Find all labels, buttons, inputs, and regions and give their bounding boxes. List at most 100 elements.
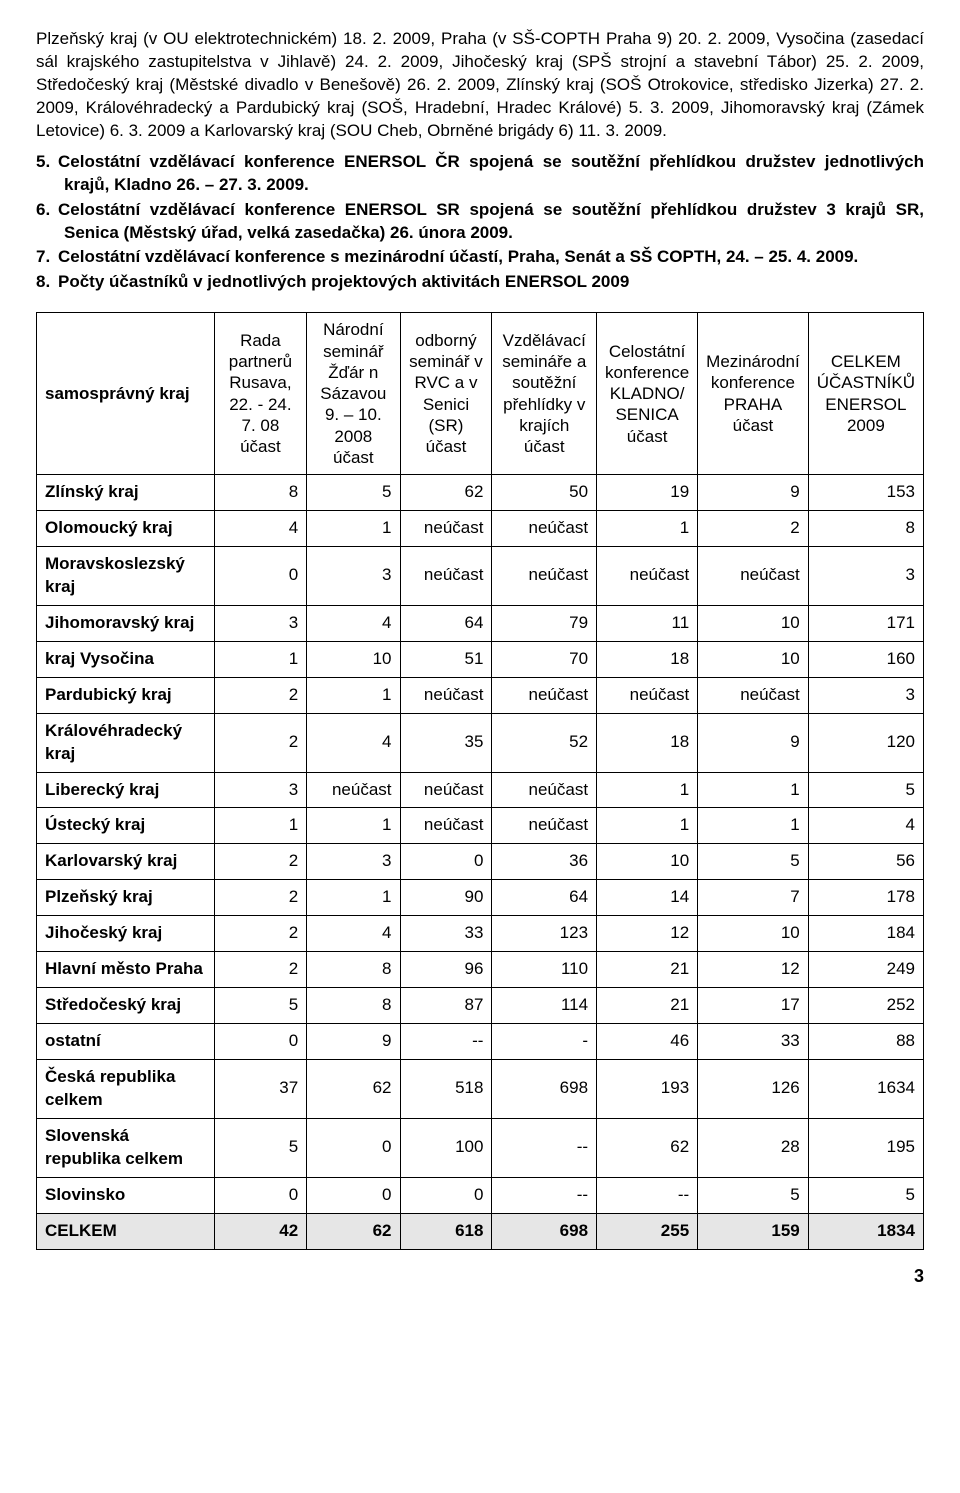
table-cell: 62: [597, 1118, 698, 1177]
table-cell: 37: [214, 1060, 307, 1119]
table-cell: neúčast: [698, 546, 809, 605]
table-cell: -: [492, 1024, 597, 1060]
table-cell: 90: [400, 880, 492, 916]
table-header-cell: Vzdělávací semináře a soutěžní přehlídky…: [492, 313, 597, 475]
table-cell: 160: [808, 641, 923, 677]
row-label: ostatní: [37, 1024, 215, 1060]
table-cell: 12: [597, 916, 698, 952]
table-cell: --: [492, 1118, 597, 1177]
numbered-list: 5.Celostátní vzdělávací konference ENERS…: [36, 151, 924, 295]
table-cell: 2: [214, 880, 307, 916]
table-cell: 2: [214, 677, 307, 713]
table-cell: 159: [698, 1213, 809, 1249]
table-cell: 8: [307, 988, 400, 1024]
table-header-cell: samosprávný kraj: [37, 313, 215, 475]
table-row: Středočeský kraj58871142117252: [37, 988, 924, 1024]
table-row: Zlínský kraj856250199153: [37, 475, 924, 511]
table-cell: 96: [400, 952, 492, 988]
table-cell: 10: [597, 844, 698, 880]
table-cell: 255: [597, 1213, 698, 1249]
table-cell: neúčast: [597, 546, 698, 605]
table-cell: 4: [307, 916, 400, 952]
table-cell: 0: [307, 1177, 400, 1213]
table-row: Jihočeský kraj24331231210184: [37, 916, 924, 952]
row-label: Česká republika celkem: [37, 1060, 215, 1119]
table-cell: 1: [307, 808, 400, 844]
table-cell: 62: [307, 1060, 400, 1119]
table-cell: 36: [492, 844, 597, 880]
table-cell: 1: [307, 677, 400, 713]
table-cell: neúčast: [400, 546, 492, 605]
list-item-number: 7.: [36, 246, 58, 269]
table-cell: 252: [808, 988, 923, 1024]
row-label: Jihomoravský kraj: [37, 605, 215, 641]
table-cell: 64: [400, 605, 492, 641]
table-cell: 10: [698, 916, 809, 952]
table-cell: 3: [307, 546, 400, 605]
row-label: Plzeňský kraj: [37, 880, 215, 916]
table-cell: 5: [698, 1177, 809, 1213]
row-label: kraj Vysočina: [37, 641, 215, 677]
table-cell: 8: [307, 952, 400, 988]
table-cell: neúčast: [307, 772, 400, 808]
table-row: ostatní09---463388: [37, 1024, 924, 1060]
table-cell: neúčast: [492, 808, 597, 844]
list-item-number: 6.: [36, 199, 58, 222]
table-row: Česká republika celkem376251869819312616…: [37, 1060, 924, 1119]
table-cell: 9: [307, 1024, 400, 1060]
table-row: Olomoucký kraj41neúčastneúčast128: [37, 511, 924, 547]
table-cell: 2: [214, 713, 307, 772]
row-label: Zlínský kraj: [37, 475, 215, 511]
table-row: kraj Vysočina11051701810160: [37, 641, 924, 677]
table-cell: 42: [214, 1213, 307, 1249]
table-cell: 1834: [808, 1213, 923, 1249]
table-header-row: samosprávný krajRada partnerů Rusava, 22…: [37, 313, 924, 475]
row-label: Středočeský kraj: [37, 988, 215, 1024]
table-row: Slovinsko000----55: [37, 1177, 924, 1213]
table-cell: 0: [400, 1177, 492, 1213]
table-cell: neúčast: [597, 677, 698, 713]
list-item: 5.Celostátní vzdělávací konference ENERS…: [36, 151, 924, 197]
table-cell: 3: [214, 772, 307, 808]
table-cell: 5: [307, 475, 400, 511]
table-cell: 51: [400, 641, 492, 677]
row-label: Jihočeský kraj: [37, 916, 215, 952]
table-row: Slovenská republika celkem50100--6228195: [37, 1118, 924, 1177]
table-cell: neúčast: [492, 546, 597, 605]
list-item: 8.Počty účastníků v jednotlivých projekt…: [36, 271, 924, 294]
table-cell: 33: [698, 1024, 809, 1060]
table-header-cell: Národní seminář Žďár n Sázavou 9. – 10. …: [307, 313, 400, 475]
table-cell: --: [597, 1177, 698, 1213]
table-cell: 8: [808, 511, 923, 547]
table-cell: 3: [808, 546, 923, 605]
table-cell: 87: [400, 988, 492, 1024]
list-item: 7.Celostátní vzdělávací konference s mez…: [36, 246, 924, 269]
table-row: Hlavní město Praha28961102112249: [37, 952, 924, 988]
table-cell: --: [400, 1024, 492, 1060]
table-cell: 21: [597, 952, 698, 988]
table-cell: 249: [808, 952, 923, 988]
table-cell: 79: [492, 605, 597, 641]
table-cell: 21: [597, 988, 698, 1024]
table-cell: --: [492, 1177, 597, 1213]
table-cell: 126: [698, 1060, 809, 1119]
table-cell: 64: [492, 880, 597, 916]
table-cell: 3: [307, 844, 400, 880]
table-row: Moravskoslezský kraj03neúčastneúčastneúč…: [37, 546, 924, 605]
table-cell: 1: [214, 808, 307, 844]
table-cell: 3: [214, 605, 307, 641]
table-cell: 195: [808, 1118, 923, 1177]
table-cell: 153: [808, 475, 923, 511]
list-item: 6.Celostátní vzdělávací konference ENERS…: [36, 199, 924, 245]
table-row: Ústecký kraj11neúčastneúčast114: [37, 808, 924, 844]
table-row: Pardubický kraj21neúčastneúčastneúčastne…: [37, 677, 924, 713]
table-cell: 70: [492, 641, 597, 677]
table-cell: neúčast: [400, 677, 492, 713]
table-cell: 28: [698, 1118, 809, 1177]
table-cell: 2: [698, 511, 809, 547]
table-cell: 110: [492, 952, 597, 988]
table-cell: 193: [597, 1060, 698, 1119]
table-row: Liberecký kraj3neúčastneúčastneúčast115: [37, 772, 924, 808]
table-cell: 0: [214, 1024, 307, 1060]
table-cell: 18: [597, 641, 698, 677]
